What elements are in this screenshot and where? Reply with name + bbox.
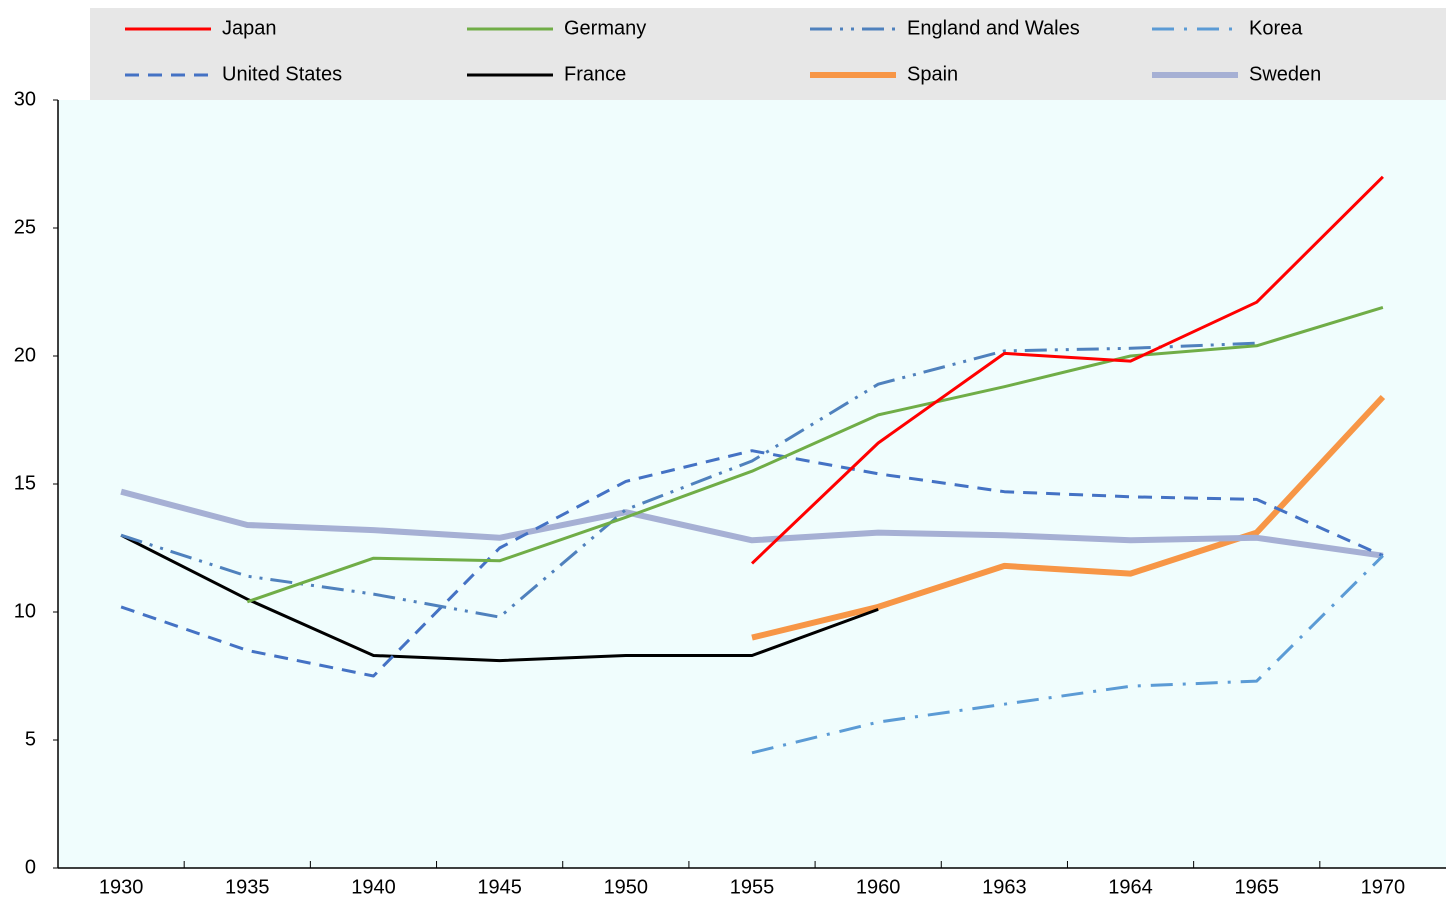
legend-label: Spain [907, 63, 958, 85]
x-tick-label: 1930 [99, 876, 144, 898]
y-tick-label: 20 [14, 344, 36, 366]
x-tick-label: 1955 [730, 876, 775, 898]
x-tick-label: 1970 [1361, 876, 1406, 898]
legend-box [90, 8, 1446, 100]
plot-area [58, 100, 1446, 868]
legend-label: Germany [564, 17, 646, 39]
series-line [120, 533, 879, 663]
legend-label: Korea [1249, 17, 1303, 39]
y-tick-label: 0 [25, 856, 36, 878]
series-line [246, 305, 1384, 604]
legend-label: France [564, 63, 626, 85]
x-tick-label: 1945 [477, 876, 522, 898]
x-tick-label: 1940 [351, 876, 396, 898]
x-tick-label: 1965 [1234, 876, 1279, 898]
y-tick-label: 30 [14, 88, 36, 110]
series-line [120, 341, 1257, 619]
series-line [750, 175, 1384, 565]
series-line [120, 488, 1384, 559]
x-tick-label: 1950 [604, 876, 649, 898]
legend-label: Sweden [1249, 63, 1321, 85]
y-tick-label: 5 [25, 728, 36, 750]
x-tick-label: 1935 [225, 876, 270, 898]
series-line [751, 554, 1384, 755]
legend-label: United States [222, 63, 342, 85]
x-tick-label: 1960 [856, 876, 901, 898]
y-tick-label: 10 [14, 600, 36, 622]
x-tick-label: 1964 [1108, 876, 1153, 898]
legend-label: Japan [222, 17, 277, 39]
legend-label: England and Wales [907, 17, 1080, 39]
x-tick-label: 1963 [982, 876, 1027, 898]
series-line [120, 449, 1384, 678]
y-tick-label: 15 [14, 472, 36, 494]
y-tick-label: 25 [14, 216, 36, 238]
